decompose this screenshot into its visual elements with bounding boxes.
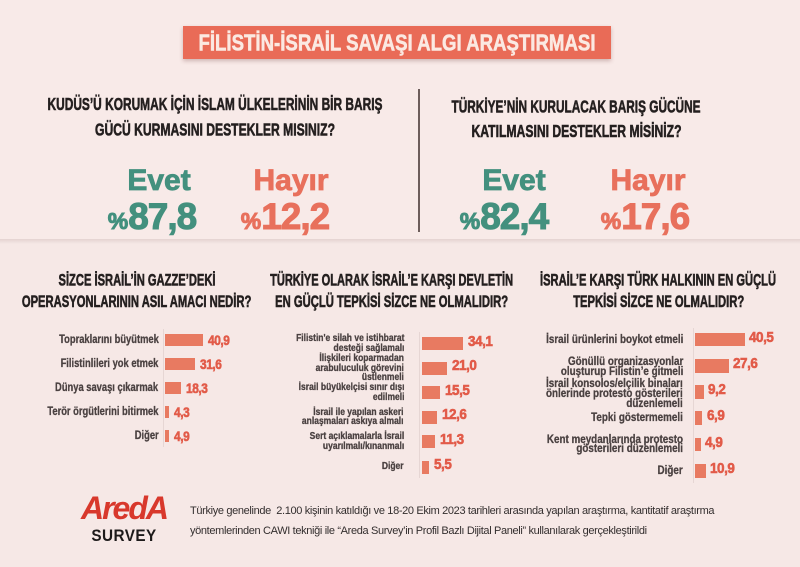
svg-text:TÜRKİYE’NİN KURULACAK BARIŞ GÜ: TÜRKİYE’NİN KURULACAK BARIŞ GÜCÜNE — [452, 97, 701, 117]
svg-text:EN GÜÇLÜ TEPKİSİ SİZCE NE OLMA: EN GÜÇLÜ TEPKİSİ SİZCE NE OLMALIDIR? — [275, 292, 508, 311]
svg-text:GÜCÜ KURMASINI DESTEKLER MISIN: GÜCÜ KURMASINI DESTEKLER MISINIZ? — [95, 120, 335, 140]
svg-text:İSRAİL’E KARŞI TÜRK HALKININ E: İSRAİL’E KARŞI TÜRK HALKININ EN GÜÇLÜ — [540, 270, 776, 289]
svg-text:TEPKİSİ SİZCE NE OLMALIDIR?: TEPKİSİ SİZCE NE OLMALIDIR? — [573, 293, 744, 311]
svg-text:TÜRKİYE OLARAK İSRAİL’E KARŞI: TÜRKİYE OLARAK İSRAİL’E KARŞI DEVLETİN — [270, 270, 513, 289]
svg-text:FİLİSTİN-İSRAİL SAVAŞI ALGI AR: FİLİSTİN-İSRAİL SAVAŞI ALGI ARAŞTIRMASI — [199, 30, 596, 56]
svg-text:OPERASYONLARININ ASIL AMACI NE: OPERASYONLARININ ASIL AMACI NEDİR? — [22, 293, 252, 311]
svg-text:SİZCE İSRAİL’İN GAZZE’DEKİ: SİZCE İSRAİL’İN GAZZE’DEKİ — [59, 271, 216, 289]
svg-text:KUDÜS’Ü KORUMAK İÇİN İSLAM ÜLK: KUDÜS’Ü KORUMAK İÇİN İSLAM ÜLKELERİNİN B… — [48, 94, 383, 114]
svg-text:KATILMASINI DESTEKLER MİSİNİZ?: KATILMASINI DESTEKLER MİSİNİZ? — [472, 121, 682, 141]
